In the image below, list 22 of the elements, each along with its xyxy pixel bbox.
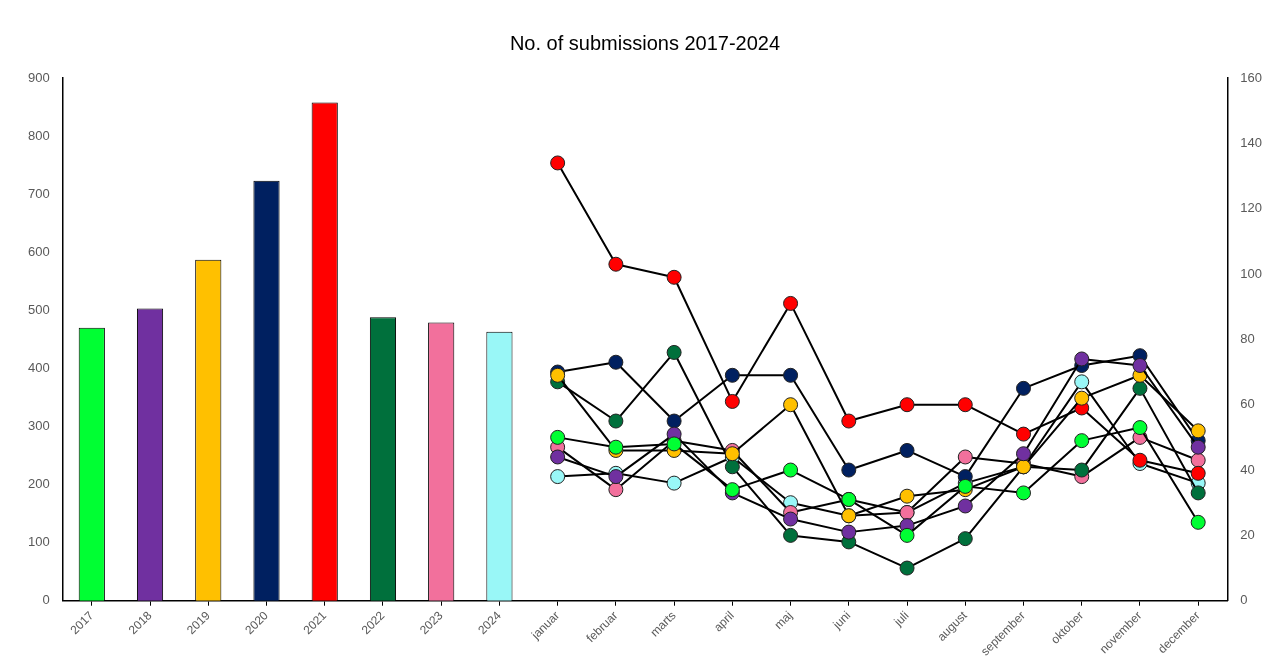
- y2-tick-label: 120: [1240, 200, 1263, 216]
- y2-tick-label: 60: [1240, 396, 1255, 412]
- y-tick-label: 500: [27, 301, 50, 317]
- y2-tick-label: 140: [1240, 134, 1263, 150]
- y2-tick-label: 160: [1240, 69, 1263, 85]
- y2-tick-label: 80: [1240, 330, 1255, 346]
- y-tick-label: 100: [27, 534, 50, 550]
- x-tick-label: maj: [771, 608, 796, 632]
- y-tick-label: 200: [27, 476, 50, 492]
- y-tick-label: 900: [27, 69, 50, 85]
- y-tick-label: 0: [42, 592, 50, 608]
- y2-tick-label: 40: [1240, 461, 1255, 477]
- y-tick-label: 300: [27, 418, 50, 434]
- y-tick-label: 700: [27, 185, 50, 201]
- chart-title: No. of submissions 2017-2024: [509, 31, 781, 54]
- y2-tick-label: 100: [1240, 265, 1263, 281]
- x-tick-label: juli: [890, 608, 912, 630]
- y-tick-label: 800: [27, 127, 50, 143]
- y2-tick-label: 0: [1240, 592, 1248, 608]
- y-tick-label: 400: [27, 359, 50, 375]
- y-tick-label: 600: [27, 243, 50, 259]
- y2-tick-label: 20: [1240, 526, 1255, 542]
